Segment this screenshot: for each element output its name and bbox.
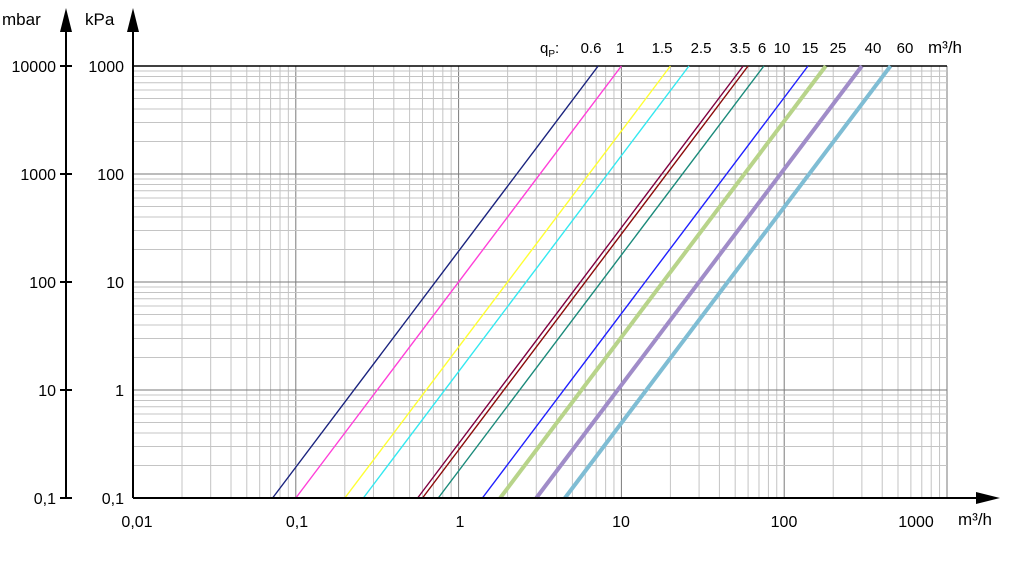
x-tick-label: 100 [771,514,798,531]
series-label-15: 15 [802,40,819,57]
mbar-tick-label: 10 [38,383,56,400]
series-line-3-5 [417,65,744,499]
kpa-tick-label: 1000 [88,59,124,76]
chart-grid [132,65,948,499]
chart-axes [60,8,1000,504]
series-label-10: 10 [774,40,791,57]
chart-series-lines [272,64,893,500]
mbar-axis-arrow-icon [60,8,72,32]
series-line-25 [498,64,828,500]
series-line-40 [534,64,864,500]
series-label-1-5: 1.5 [652,40,673,57]
series-line-6 [421,65,749,499]
mbar-tick-label: 10000 [12,59,57,76]
x-axis-label: m³/h [958,510,992,529]
series-label-40: 40 [865,40,882,57]
x-axis-arrow-icon [976,492,1000,504]
series-line-15 [481,65,809,499]
kpa-axis-arrow-icon [127,8,139,32]
series-unit-label: m³/h [928,38,962,57]
series-line-1-5 [344,65,671,499]
series-label-3-5: 3.5 [730,40,751,57]
series-line-1 [295,65,622,499]
series-line-2-5 [362,65,690,499]
series-line-10 [437,65,765,499]
x-tick-label: 10 [612,514,630,531]
series-label-60: 60 [897,40,914,57]
series-label-6: 6 [758,40,766,57]
series-line-60 [563,64,893,500]
kpa-tick-label: 100 [97,167,124,184]
mbar-tick-label: 0,1 [34,491,56,508]
x-tick-label: 0,01 [121,514,152,531]
series-labels: 0.6 1 1.5 2.5 3.5 6 10 15 25 40 60 [581,40,914,57]
kpa-tick-label: 10 [106,275,124,292]
kpa-tick-label: 0,1 [102,491,124,508]
series-label-1: 1 [616,40,624,57]
x-tick-label: 1000 [898,514,934,531]
mbar-tick-label: 100 [29,275,56,292]
mbar-tick-label: 1000 [20,167,56,184]
series-label-25: 25 [830,40,847,57]
x-tick-label: 0,1 [286,514,308,531]
series-label-2-5: 2.5 [691,40,712,57]
kpa-tick-label: 1 [115,383,124,400]
qp-legend-prefix: qP: [540,40,559,60]
chart-labels: mbar kPa m³/h m³/h 10000 1000 100 10 0,1… [2,10,992,531]
kpa-axis-label: kPa [85,10,115,29]
x-tick-label: 1 [456,514,465,531]
series-line-0-6 [272,65,599,499]
mbar-axis-label: mbar [2,10,41,29]
series-label-0-6: 0.6 [581,40,602,57]
